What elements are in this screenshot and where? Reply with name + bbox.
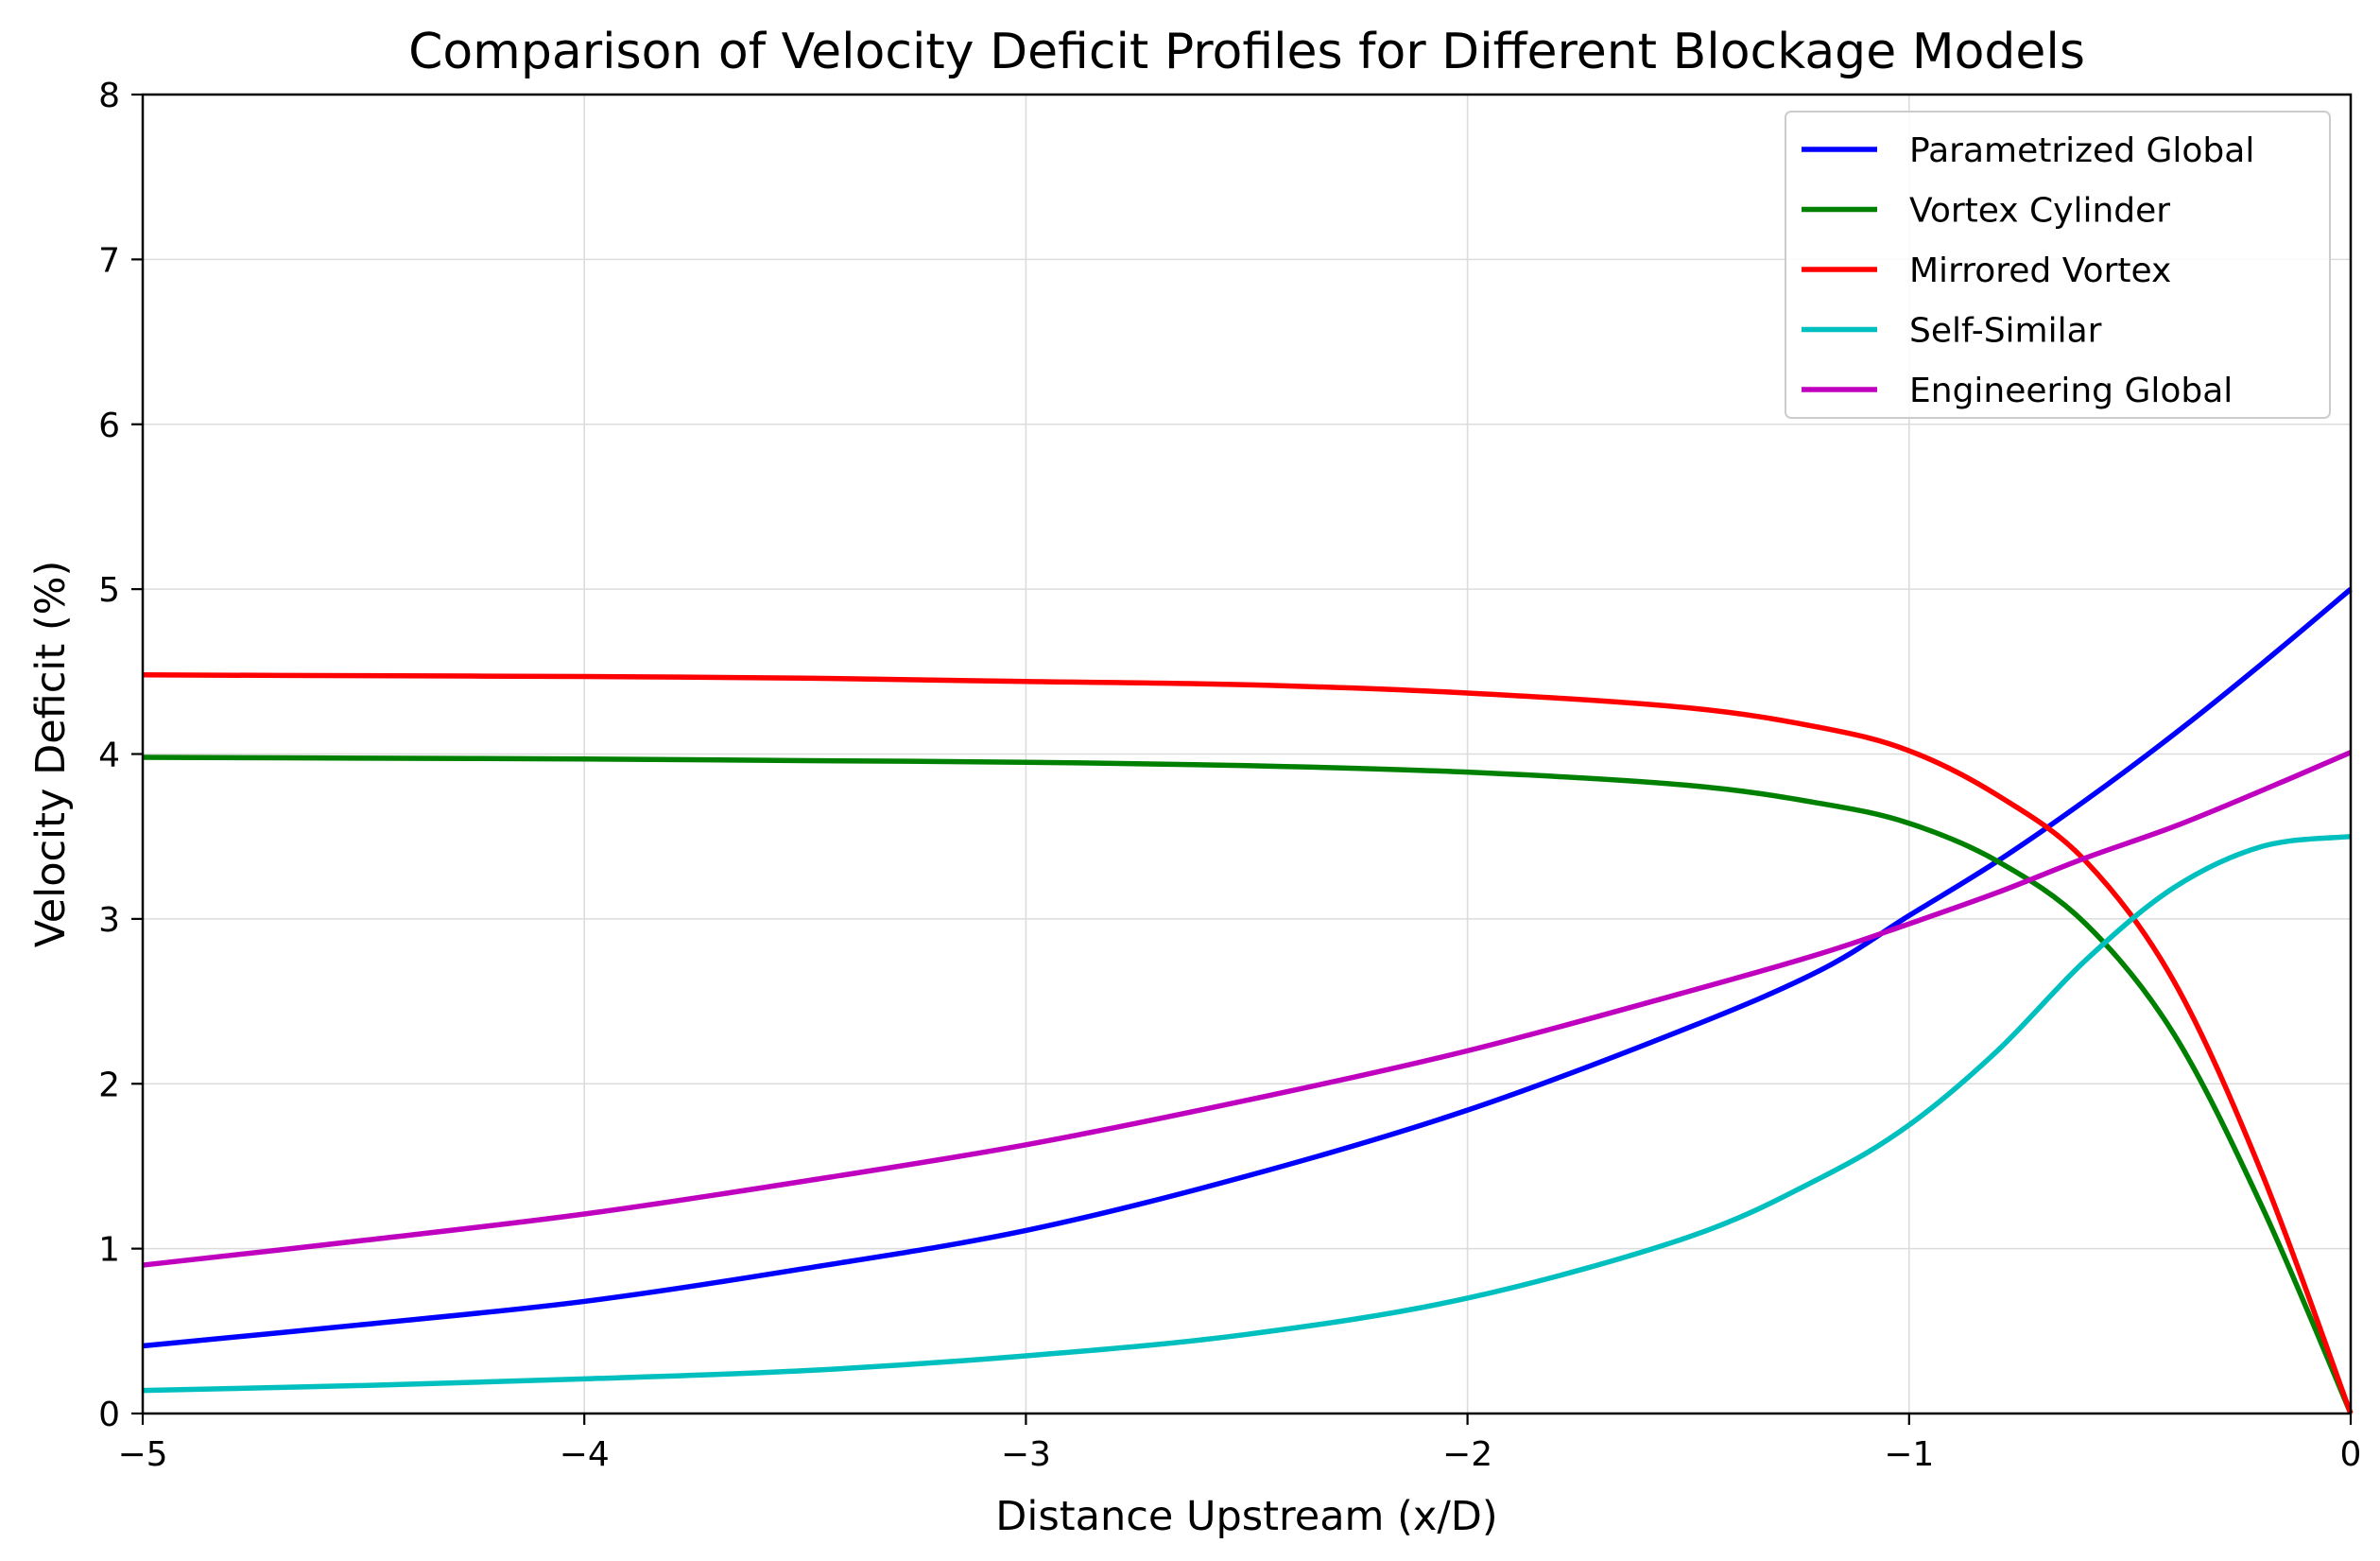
legend-label: Mirrored Vortex xyxy=(1909,251,2171,290)
legend-box xyxy=(1785,111,2331,419)
y-tick-label: 0 xyxy=(98,1396,120,1434)
series-line-engineering-global xyxy=(142,750,2353,1268)
y-tick-label: 2 xyxy=(98,1066,120,1104)
y-tick-label: 7 xyxy=(98,241,120,280)
x-axis-label: Distance Upstream (x/D) xyxy=(995,1493,1497,1540)
x-tick-label: −1 xyxy=(1884,1435,1934,1474)
y-tick-label: 8 xyxy=(98,77,120,115)
series-line-self-similar xyxy=(142,833,2352,1394)
legend: Parametrized Global Vortex Cylinder Mirror… xyxy=(1785,111,2331,419)
y-tick-label: 6 xyxy=(98,407,120,445)
series-line-mirrored-vortex xyxy=(142,672,2354,1414)
x-tick-label: −5 xyxy=(117,1435,167,1474)
legend-label: Parametrized Global xyxy=(1909,131,2254,170)
x-axis-ticks: −5 −4 −3 −2 −1 0 xyxy=(117,1414,2361,1474)
x-tick-label: −3 xyxy=(1001,1435,1051,1474)
legend-label: Engineering Global xyxy=(1909,372,2233,410)
legend-label: Self-Similar xyxy=(1909,312,2102,351)
x-tick-label: −2 xyxy=(1442,1435,1492,1474)
series-line-vortex-cylinder xyxy=(142,754,2354,1415)
y-tick-label: 5 xyxy=(98,571,120,610)
legend-label: Vortex Cylinder xyxy=(1909,192,2170,231)
chart-title: Comparison of Velocity Deficit Profiles … xyxy=(408,24,2085,80)
y-axis-ticks: 0 1 2 3 4 5 6 7 8 xyxy=(98,77,143,1434)
y-tick-label: 3 xyxy=(98,901,120,940)
y-axis-label: Velocity Deficit (%) xyxy=(27,561,75,948)
series-lines xyxy=(142,587,2354,1415)
x-tick-label: −4 xyxy=(560,1435,610,1474)
series-line-parametrized-global xyxy=(142,587,2353,1349)
y-tick-label: 4 xyxy=(98,737,120,775)
x-tick-label: 0 xyxy=(2340,1435,2362,1474)
y-tick-label: 1 xyxy=(98,1231,120,1270)
